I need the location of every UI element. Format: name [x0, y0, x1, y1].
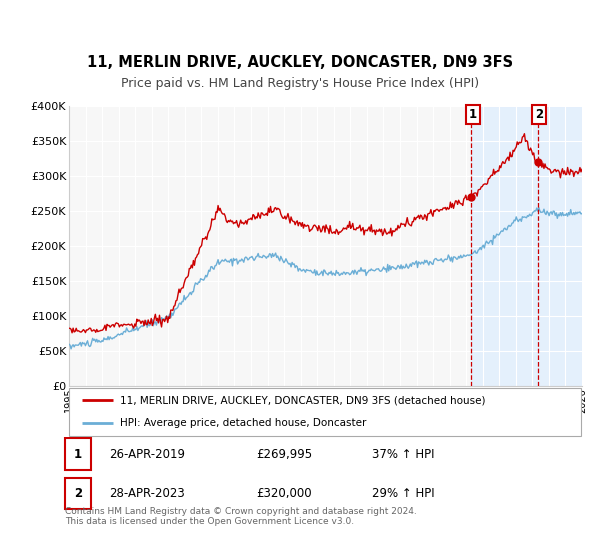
- Text: 37% ↑ HPI: 37% ↑ HPI: [372, 447, 434, 460]
- Bar: [472, 106, 582, 386]
- FancyBboxPatch shape: [65, 478, 91, 509]
- Text: 28-APR-2023: 28-APR-2023: [110, 487, 185, 500]
- Text: HPI: Average price, detached house, Doncaster: HPI: Average price, detached house, Donc…: [121, 418, 367, 428]
- Text: Contains HM Land Registry data © Crown copyright and database right 2024.
This d: Contains HM Land Registry data © Crown c…: [65, 506, 416, 526]
- Text: £320,000: £320,000: [257, 487, 312, 500]
- Text: 11, MERLIN DRIVE, AUCKLEY, DONCASTER, DN9 3FS (detached house): 11, MERLIN DRIVE, AUCKLEY, DONCASTER, DN…: [121, 395, 486, 405]
- Text: 2: 2: [74, 487, 82, 500]
- Text: 1: 1: [469, 108, 477, 122]
- Text: 1: 1: [74, 447, 82, 460]
- Text: 26-APR-2019: 26-APR-2019: [110, 447, 185, 460]
- Text: 29% ↑ HPI: 29% ↑ HPI: [372, 487, 434, 500]
- Text: 2: 2: [535, 108, 544, 122]
- FancyBboxPatch shape: [69, 389, 581, 436]
- FancyBboxPatch shape: [65, 438, 91, 470]
- Text: Price paid vs. HM Land Registry's House Price Index (HPI): Price paid vs. HM Land Registry's House …: [121, 77, 479, 90]
- Text: 11, MERLIN DRIVE, AUCKLEY, DONCASTER, DN9 3FS: 11, MERLIN DRIVE, AUCKLEY, DONCASTER, DN…: [87, 55, 513, 70]
- Text: £269,995: £269,995: [257, 447, 313, 460]
